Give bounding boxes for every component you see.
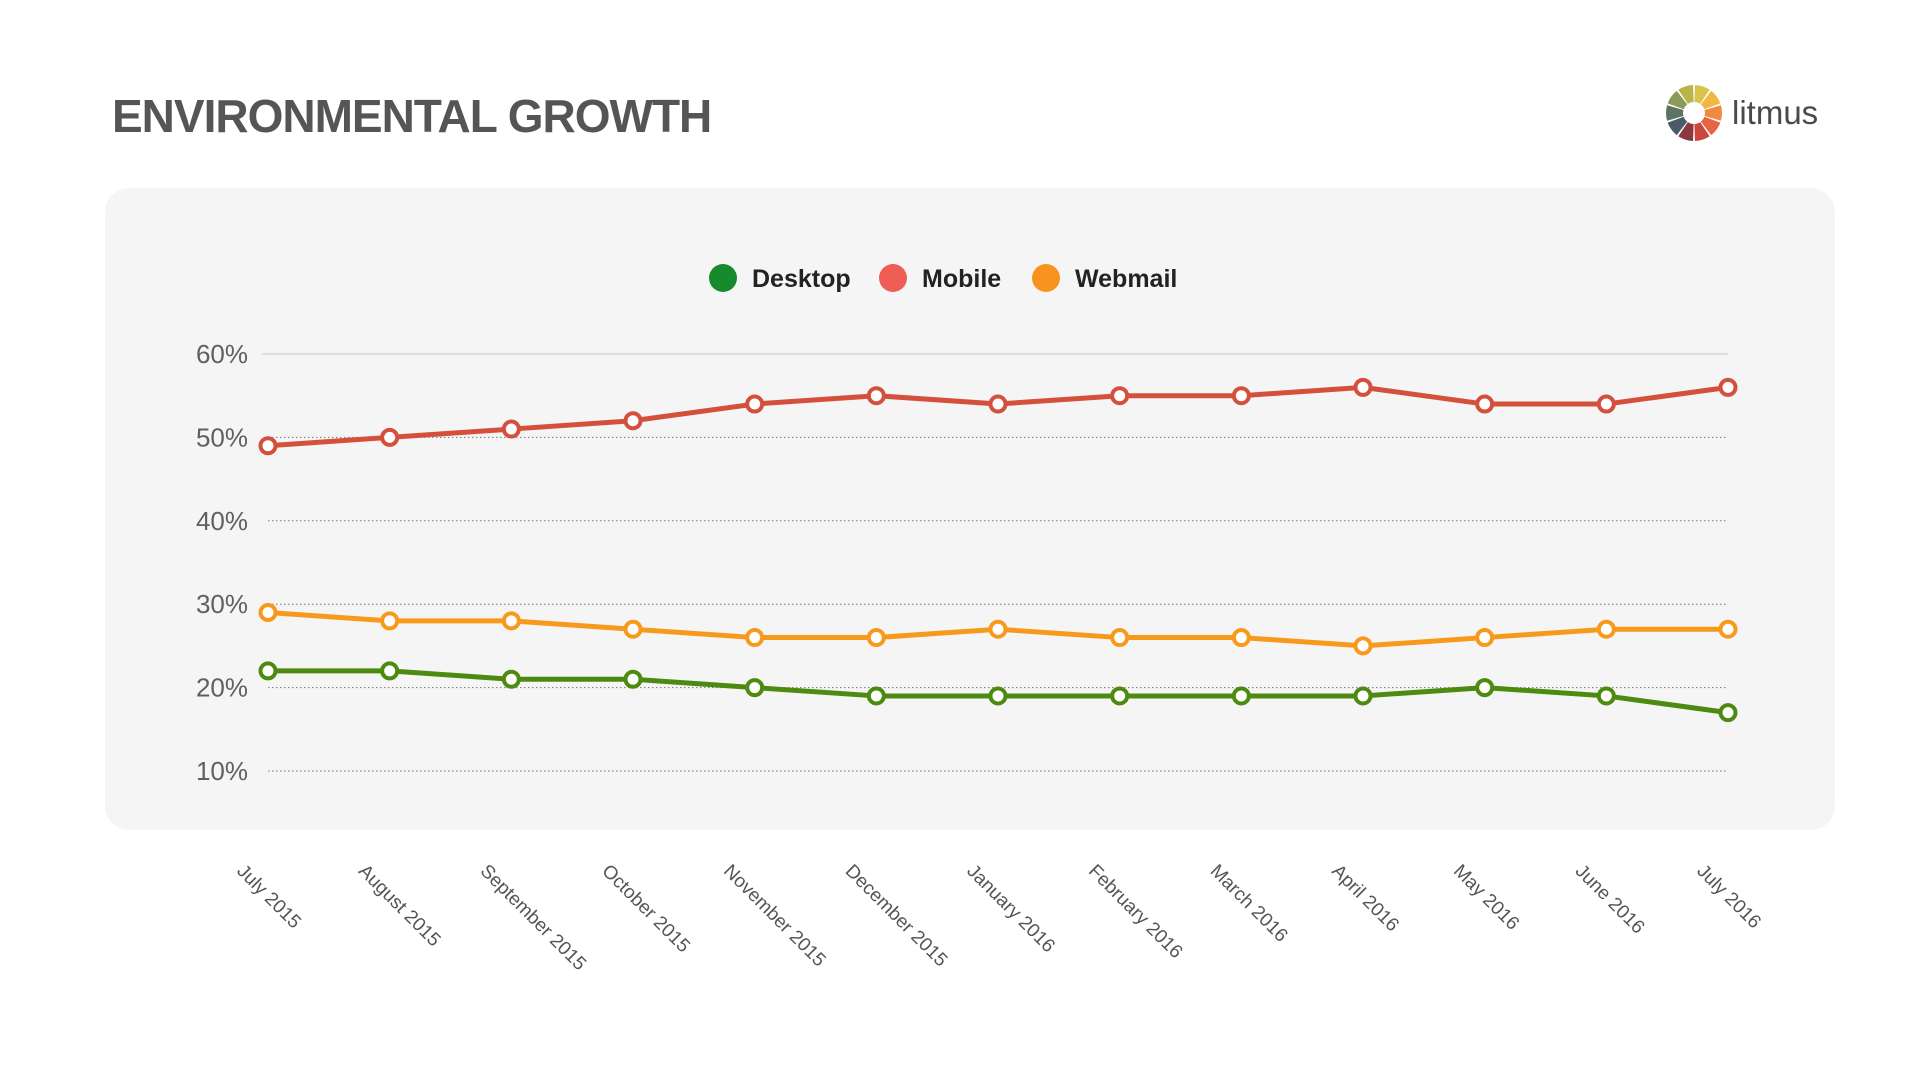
- y-tick-label: 30%: [196, 589, 248, 619]
- x-axis-labels: July 2015 August 2015 September 2015 Octobe…: [232, 861, 1764, 975]
- data-point-webmail: [1231, 628, 1251, 648]
- data-point-webmail: [501, 611, 521, 631]
- data-point-webmail: [1596, 619, 1616, 639]
- data-point-mobile: [258, 436, 278, 456]
- x-tick-label: July 2015: [232, 861, 304, 933]
- logo-segment: [1678, 122, 1694, 141]
- logo-segment: [1700, 90, 1721, 110]
- data-point-desktop: [745, 678, 765, 698]
- x-tick-label: July 2016: [1692, 861, 1764, 933]
- legend-label-webmail: Webmail: [1075, 265, 1177, 293]
- x-tick-label: August 2015: [354, 861, 444, 951]
- data-point-desktop: [1596, 686, 1616, 706]
- logo-segment: [1700, 116, 1721, 136]
- legend-marker-desktop: [709, 264, 737, 292]
- y-tick-label: 20%: [196, 673, 248, 703]
- y-tick-label: 40%: [196, 506, 248, 536]
- data-point-mobile: [988, 394, 1008, 414]
- data-point-desktop: [1353, 686, 1373, 706]
- data-point-mobile: [1231, 386, 1251, 406]
- logo-segment: [1666, 105, 1684, 121]
- x-tick-label: June 2016: [1571, 861, 1649, 939]
- data-point-mobile: [623, 411, 643, 431]
- data-point-mobile: [380, 427, 400, 447]
- data-point-webmail: [623, 619, 643, 639]
- data-point-desktop: [623, 669, 643, 689]
- data-point-desktop: [1231, 686, 1251, 706]
- data-point-webmail: [258, 603, 278, 623]
- logo-segment: [1694, 85, 1710, 104]
- legend-marker-mobile: [879, 264, 907, 292]
- data-point-desktop: [1718, 703, 1738, 723]
- logo-segment: [1678, 85, 1694, 104]
- data-point-mobile: [501, 419, 521, 439]
- x-tick-label: September 2015: [476, 861, 590, 975]
- data-point-desktop: [1475, 678, 1495, 698]
- data-point-mobile: [1475, 394, 1495, 414]
- data-point-desktop: [501, 669, 521, 689]
- legend-label-desktop: Desktop: [752, 265, 851, 293]
- x-tick-label: October 2015: [597, 861, 693, 957]
- legend-marker-webmail: [1032, 264, 1060, 292]
- logo-segment: [1694, 122, 1710, 141]
- data-point-mobile: [1718, 377, 1738, 397]
- data-point-desktop: [1110, 686, 1130, 706]
- series-mobile: [258, 377, 1738, 456]
- x-tick-label: March 2016: [1206, 861, 1292, 947]
- data-point-mobile: [745, 394, 765, 414]
- y-tick-label: 60%: [196, 339, 248, 369]
- x-tick-label: February 2016: [1084, 861, 1186, 963]
- data-point-desktop: [380, 661, 400, 681]
- x-tick-label: January 2016: [962, 861, 1058, 957]
- logo-segment: [1667, 90, 1688, 110]
- data-point-webmail: [988, 619, 1008, 639]
- logo-segment: [1667, 116, 1688, 136]
- page-title: ENVIRONMENTAL GROWTH: [112, 90, 712, 142]
- data-point-webmail: [1110, 628, 1130, 648]
- data-point-desktop: [258, 661, 278, 681]
- data-point-webmail: [380, 611, 400, 631]
- x-tick-label: December 2015: [841, 861, 951, 971]
- data-point-mobile: [1353, 377, 1373, 397]
- litmus-logo-icon: [1666, 85, 1722, 141]
- data-point-webmail: [1718, 619, 1738, 639]
- litmus-logo: litmus: [1664, 83, 1818, 143]
- x-tick-label: April 2016: [1327, 861, 1402, 936]
- legend: Desktop Mobile Webmail: [709, 264, 1177, 293]
- legend-label-mobile: Mobile: [922, 265, 1001, 293]
- data-point-desktop: [866, 686, 886, 706]
- logo-segment: [1704, 105, 1722, 121]
- y-tick-label: 50%: [196, 422, 248, 452]
- x-tick-label: May 2016: [1449, 861, 1523, 935]
- x-tick-label: November 2015: [719, 861, 829, 971]
- data-point-webmail: [1353, 636, 1373, 656]
- chart-panel: [105, 188, 1835, 830]
- data-point-webmail: [745, 628, 765, 648]
- data-point-mobile: [866, 386, 886, 406]
- y-tick-label: 10%: [196, 756, 248, 786]
- data-point-mobile: [1110, 386, 1130, 406]
- logo-text: litmus: [1732, 94, 1819, 131]
- series-webmail: [258, 603, 1738, 656]
- data-point-desktop: [988, 686, 1008, 706]
- series-desktop: [258, 661, 1738, 723]
- data-point-webmail: [866, 628, 886, 648]
- data-point-webmail: [1475, 628, 1495, 648]
- data-point-mobile: [1596, 394, 1616, 414]
